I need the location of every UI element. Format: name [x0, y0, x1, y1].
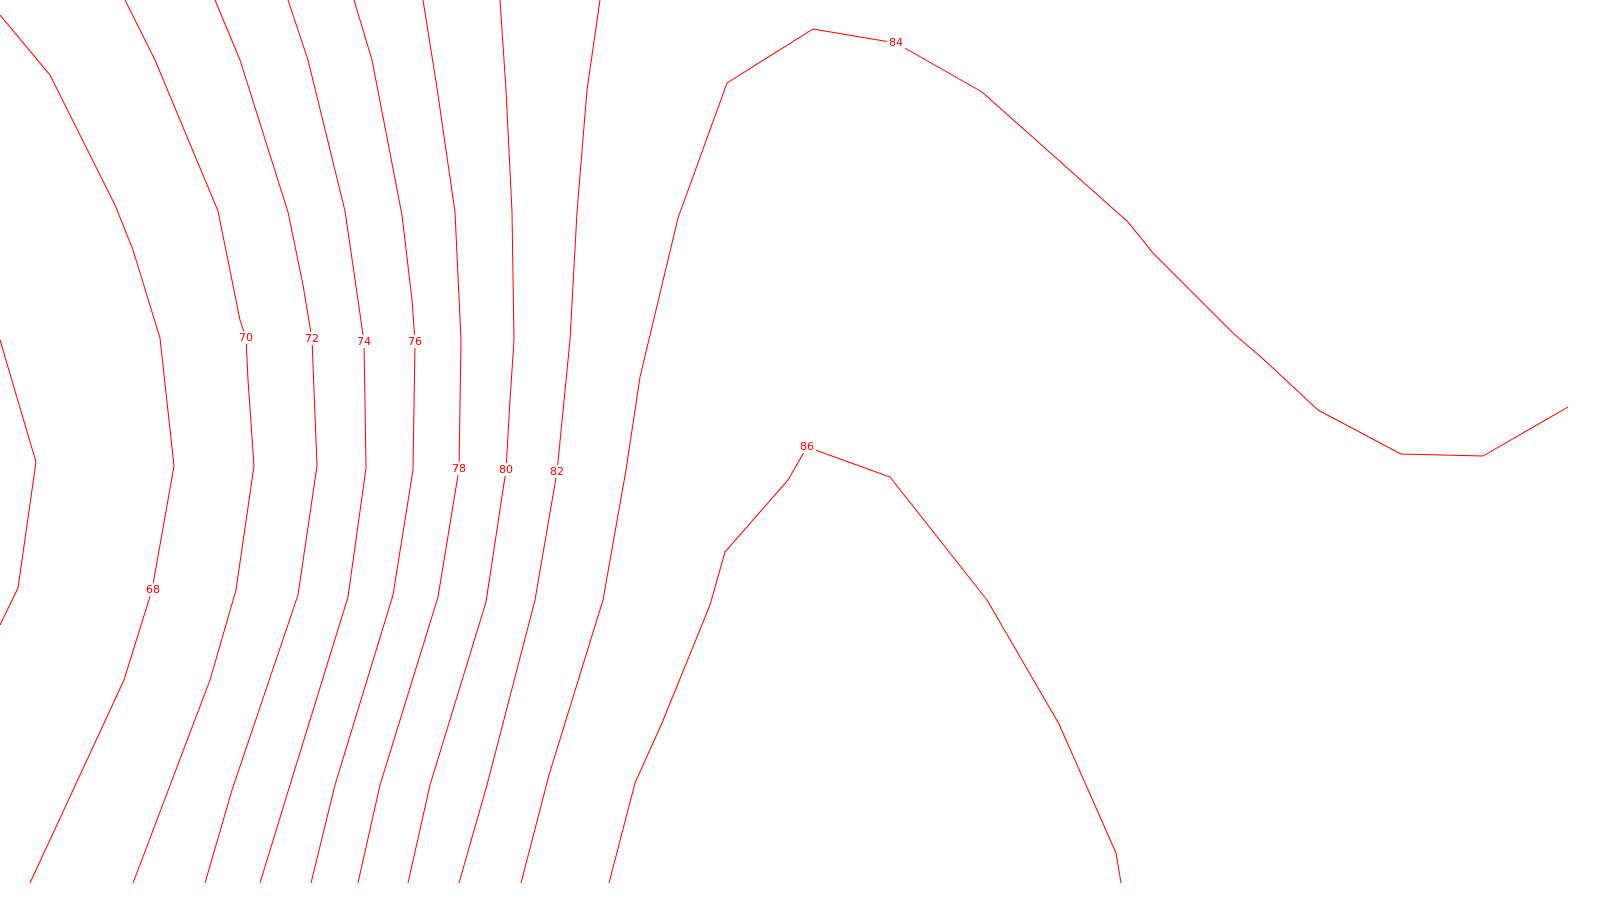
contour-label-background: [237, 331, 255, 344]
contour-label-82: 82: [550, 465, 564, 478]
contour-line-74: [259, 0, 367, 884]
contour-label-72: 72: [305, 332, 319, 345]
contour-line-68: [0, 14, 175, 884]
contour-label-group-68: 68: [144, 583, 162, 596]
contour-label-76: 76: [408, 335, 422, 348]
contour-label-group-72: 72: [303, 332, 321, 345]
contour-label-background: [406, 335, 424, 348]
contour-label-background: [450, 462, 468, 475]
contour-label-group-78: 78: [450, 462, 468, 475]
contour-label-68: 68: [146, 583, 160, 596]
contour-label-84: 84: [889, 36, 903, 49]
contour-line-66: [0, 339, 37, 626]
contour-label-80: 80: [499, 463, 513, 476]
contour-label-78: 78: [452, 462, 466, 475]
contour-line-70: [124, 0, 255, 884]
contour-line-84: [520, 28, 1569, 884]
contour-label-70: 70: [239, 331, 253, 344]
contour-line-86: [608, 446, 1122, 884]
contour-label-group-74: 74: [355, 335, 373, 348]
contour-line-78: [357, 0, 462, 884]
contour-label-background: [355, 335, 373, 348]
contour-label-background: [144, 583, 162, 596]
contour-line-76: [310, 0, 416, 884]
contour-label-86: 86: [800, 440, 814, 453]
contour-label-background: [798, 440, 816, 453]
contour-label-background: [497, 463, 515, 476]
contour-label-background: [303, 332, 321, 345]
contour-label-group-86: 86: [798, 440, 816, 453]
contour-label-group-82: 82: [548, 465, 566, 478]
contour-line-82: [458, 0, 601, 884]
contour-label-background: [548, 465, 566, 478]
contour-labels: 68 70 72 74 76 78 80 82 84 86: [144, 36, 905, 596]
contour-label-background: [887, 36, 905, 49]
contour-label-group-84: 84: [887, 36, 905, 49]
contour-line-80: [407, 0, 515, 884]
contour-lines: [0, 0, 1569, 884]
contour-label-group-80: 80: [497, 463, 515, 476]
contour-label-group-70: 70: [237, 331, 255, 344]
contour-label-group-76: 76: [406, 335, 424, 348]
contour-label-74: 74: [357, 335, 371, 348]
